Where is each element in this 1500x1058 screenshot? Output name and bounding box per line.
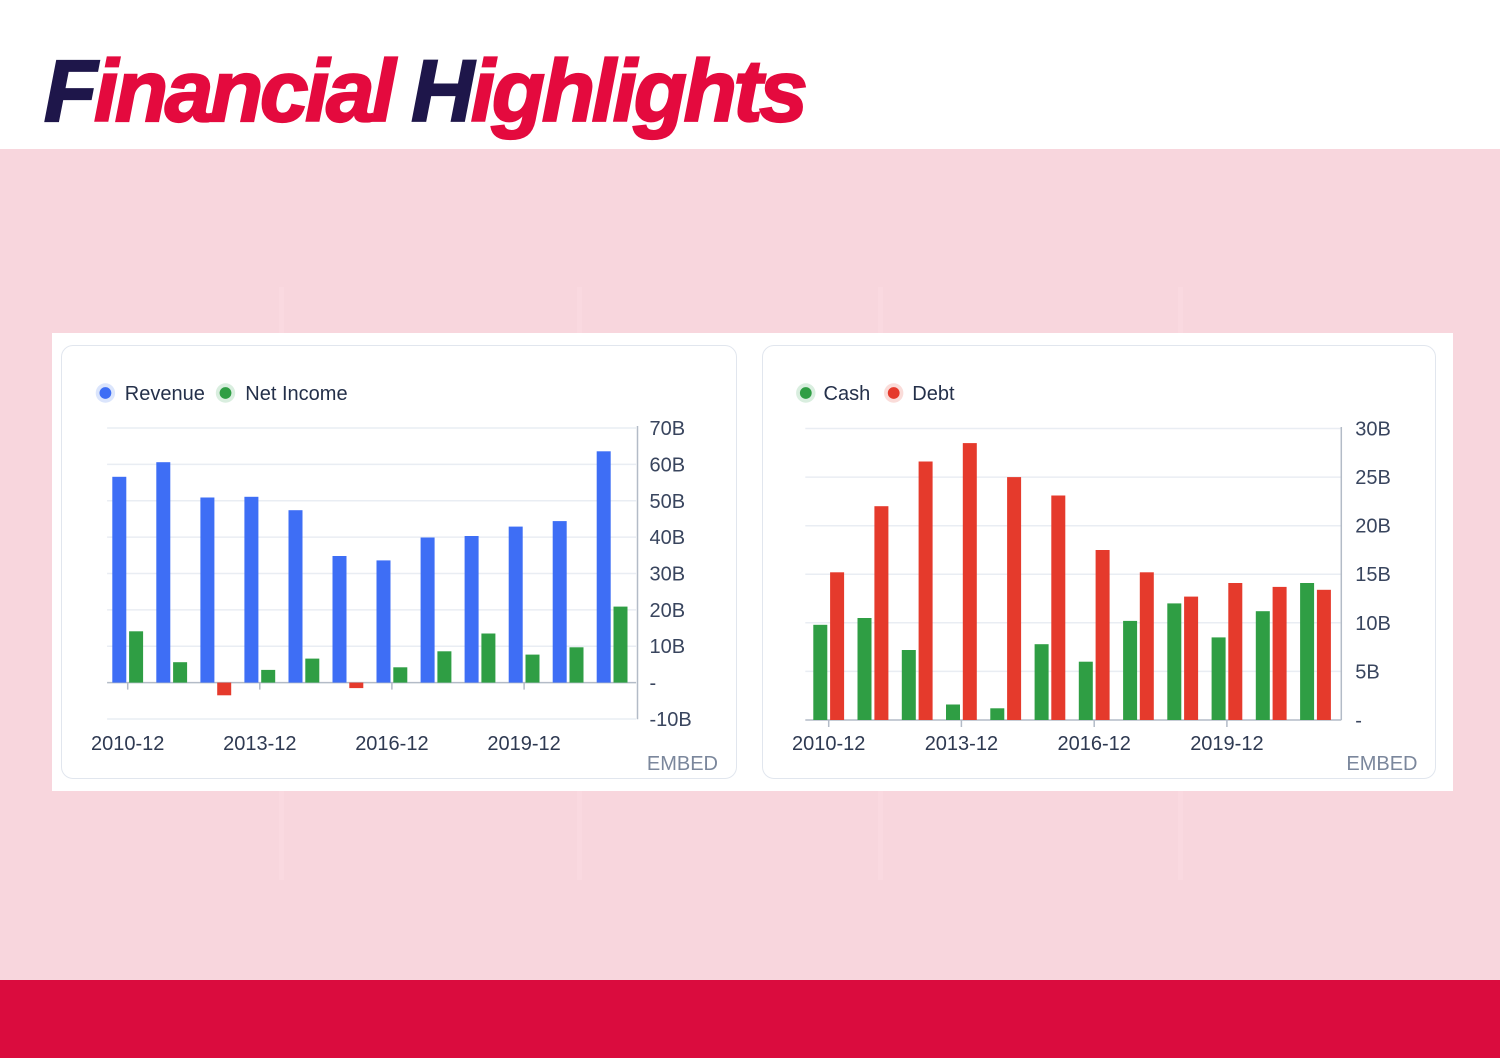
svg-text:EMBED: EMBED (1346, 753, 1417, 775)
svg-text:2010-12: 2010-12 (91, 733, 164, 755)
svg-text:EMBED: EMBED (647, 753, 718, 775)
svg-text:20B: 20B (1355, 515, 1391, 537)
svg-text:-: - (650, 672, 657, 694)
svg-text:50B: 50B (650, 490, 686, 512)
svg-text:20B: 20B (650, 599, 686, 621)
svg-text:10B: 10B (1355, 612, 1391, 634)
svg-text:70B: 70B (650, 418, 686, 440)
svg-text:2010-12: 2010-12 (791, 733, 864, 755)
svg-text:2013-12: 2013-12 (223, 733, 296, 755)
svg-text:2013-12: 2013-12 (924, 733, 997, 755)
svg-text:25B: 25B (1355, 467, 1391, 489)
svg-text:2019-12: 2019-12 (1190, 733, 1263, 755)
svg-text:-10B: -10B (650, 709, 692, 731)
svg-text:Debt: Debt (912, 383, 955, 405)
svg-text:5B: 5B (1355, 661, 1379, 683)
svg-text:40B: 40B (650, 527, 686, 549)
svg-text:10B: 10B (650, 636, 686, 658)
svg-text:2016-12: 2016-12 (1057, 733, 1130, 755)
svg-text:30B: 30B (1355, 418, 1391, 440)
svg-text:Net Income: Net Income (245, 383, 347, 405)
svg-text:2016-12: 2016-12 (355, 733, 428, 755)
svg-text:Revenue: Revenue (125, 383, 205, 405)
svg-text:2019-12: 2019-12 (487, 733, 560, 755)
svg-text:60B: 60B (650, 454, 686, 476)
svg-text:Cash: Cash (823, 383, 870, 405)
svg-text:-: - (1355, 710, 1362, 732)
svg-text:30B: 30B (650, 563, 686, 585)
svg-text:15B: 15B (1355, 564, 1391, 586)
